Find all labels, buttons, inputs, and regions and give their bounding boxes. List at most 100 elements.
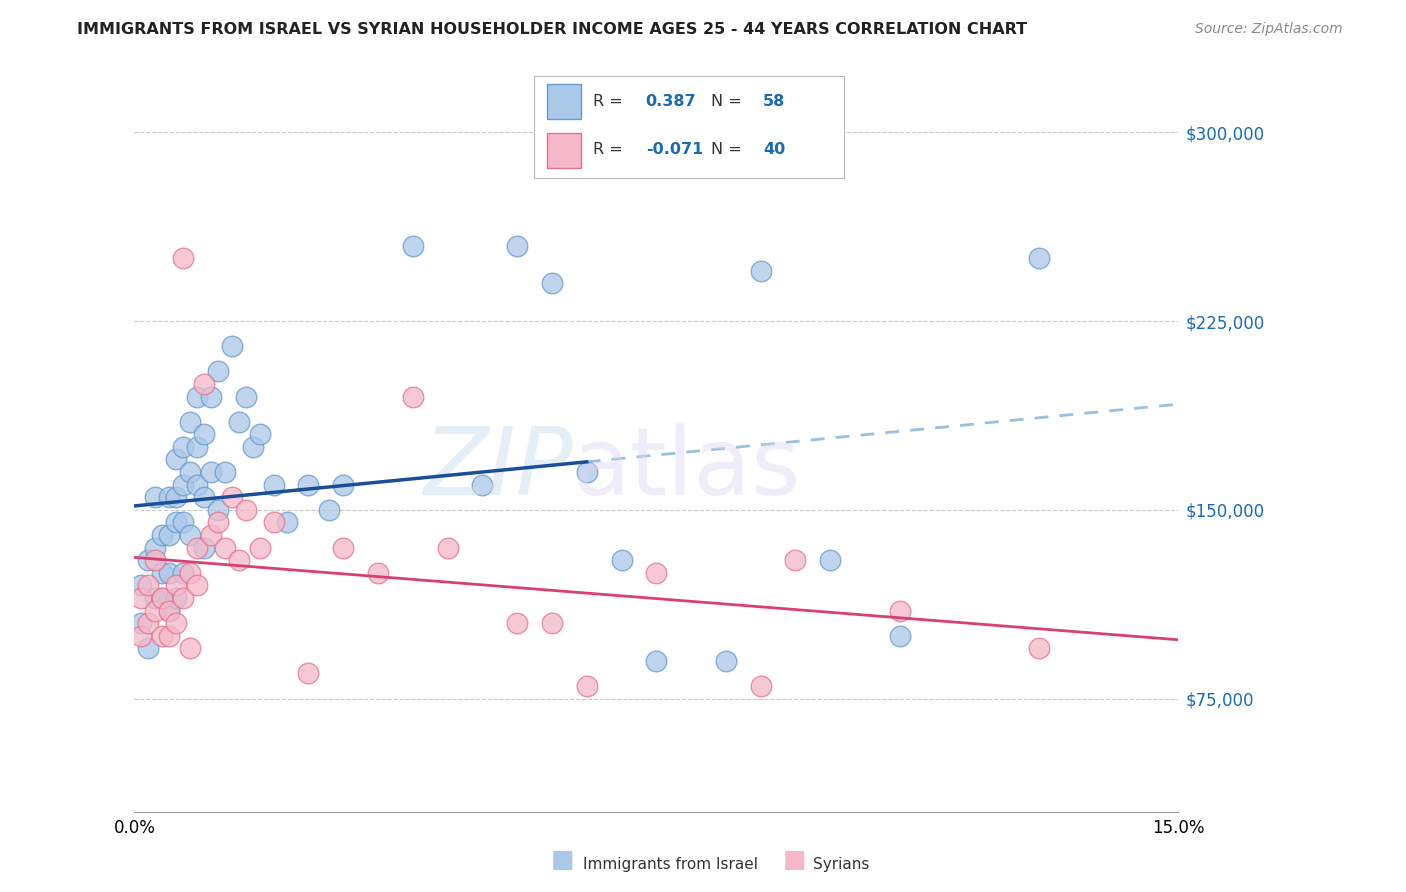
Point (471, 477, 494, 491)
Point (402, 238, 425, 252)
Point (402, 390, 425, 404)
Point (200, 528, 222, 542)
Point (221, 339, 243, 353)
Point (506, 238, 529, 252)
Point (165, 578, 187, 592)
Text: atlas: atlas (572, 423, 801, 515)
Point (165, 516, 187, 530)
Text: 40: 40 (763, 142, 786, 157)
Point (186, 390, 208, 404)
Point (263, 477, 285, 491)
Point (131, 629, 153, 643)
Point (131, 578, 153, 592)
Point (136, 553, 159, 567)
Point (610, 553, 633, 567)
Point (332, 541, 354, 555)
Point (136, 641, 159, 656)
Point (249, 541, 271, 555)
Point (150, 591, 173, 605)
Point (143, 603, 166, 617)
Point (263, 516, 285, 530)
Text: ■: ■ (551, 848, 574, 872)
Point (179, 641, 201, 656)
Point (172, 591, 194, 605)
Point (150, 629, 173, 643)
Point (889, 603, 911, 617)
Bar (547, 84, 581, 119)
Point (297, 666, 319, 681)
Point (541, 616, 564, 631)
Point (150, 528, 173, 542)
Point (318, 503, 340, 517)
Point (143, 553, 166, 567)
Point (235, 503, 257, 517)
Point (193, 541, 215, 555)
Point (200, 465, 222, 479)
Text: -0.071: -0.071 (645, 142, 703, 157)
Point (228, 415, 250, 429)
Point (193, 427, 215, 442)
Text: N =: N = (710, 142, 747, 157)
Text: 58: 58 (763, 94, 786, 109)
Point (506, 616, 529, 631)
Point (214, 465, 236, 479)
Point (714, 654, 737, 668)
Point (143, 541, 166, 555)
Text: N =: N = (710, 94, 747, 109)
Point (131, 616, 153, 631)
Point (749, 679, 772, 693)
Point (1028, 251, 1050, 265)
Point (165, 490, 187, 504)
Text: 0.387: 0.387 (645, 94, 696, 109)
Point (228, 553, 250, 567)
Text: Syrians: Syrians (813, 857, 869, 872)
Point (179, 415, 201, 429)
Point (749, 263, 772, 277)
Point (221, 490, 243, 504)
Point (575, 679, 598, 693)
Point (150, 591, 173, 605)
Point (172, 440, 194, 454)
Point (179, 566, 201, 580)
Point (157, 603, 180, 617)
Point (165, 591, 187, 605)
Text: IMMIGRANTS FROM ISRAEL VS SYRIAN HOUSEHOLDER INCOME AGES 25 - 44 YEARS CORRELATI: IMMIGRANTS FROM ISRAEL VS SYRIAN HOUSEHO… (77, 22, 1028, 37)
Point (157, 603, 180, 617)
Point (367, 566, 389, 580)
Point (157, 566, 180, 580)
Point (172, 566, 194, 580)
Point (242, 440, 264, 454)
Point (165, 616, 187, 631)
Bar (547, 133, 581, 168)
Point (207, 364, 229, 378)
Point (785, 553, 807, 567)
Point (1028, 641, 1050, 656)
Point (165, 452, 187, 467)
Point (889, 629, 911, 643)
Point (136, 578, 159, 592)
Text: R =: R = (593, 142, 628, 157)
Point (193, 376, 215, 391)
Point (131, 591, 153, 605)
Point (186, 541, 208, 555)
Point (186, 440, 208, 454)
Point (150, 566, 173, 580)
Point (172, 516, 194, 530)
Point (179, 465, 201, 479)
Point (541, 277, 564, 291)
Point (200, 390, 222, 404)
Point (186, 477, 208, 491)
Point (575, 465, 598, 479)
Point (143, 490, 166, 504)
Point (249, 427, 271, 442)
Text: Immigrants from Israel: Immigrants from Israel (583, 857, 758, 872)
Point (157, 629, 180, 643)
Text: ZIP: ZIP (423, 424, 572, 515)
Point (207, 503, 229, 517)
Point (172, 477, 194, 491)
Text: Source: ZipAtlas.com: Source: ZipAtlas.com (1195, 22, 1343, 37)
Point (157, 528, 180, 542)
Point (207, 516, 229, 530)
Point (172, 251, 194, 265)
Point (235, 390, 257, 404)
